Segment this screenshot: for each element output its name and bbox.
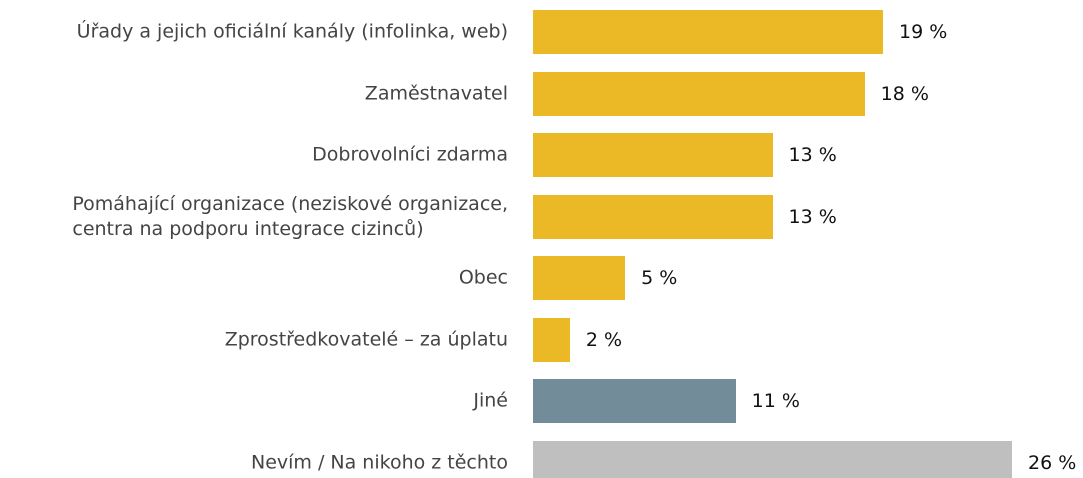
value-label: 11 % bbox=[751, 390, 800, 412]
category-label: Jiné bbox=[473, 389, 508, 412]
value-label: 18 % bbox=[880, 82, 929, 105]
bar bbox=[533, 71, 865, 116]
category-label: Obec bbox=[458, 266, 508, 289]
value-label: 5 % bbox=[641, 267, 678, 289]
category-label: Zprostředkovatelé – za úplatu bbox=[224, 328, 508, 350]
value-label: 19 % bbox=[899, 21, 948, 43]
bar bbox=[533, 256, 626, 300]
value-label: 13 % bbox=[788, 205, 837, 228]
category-label: Úřady a jejich oficiální kanály (infolin… bbox=[76, 20, 508, 43]
value-label: 2 % bbox=[585, 328, 623, 351]
value-label: 26 % bbox=[1028, 451, 1077, 474]
category-label: Pomáhající organizace (neziskové organiz… bbox=[72, 192, 508, 240]
bar bbox=[533, 379, 736, 423]
category-label: Nevím / Na nikoho z těchto bbox=[250, 451, 508, 473]
bar bbox=[533, 440, 1012, 478]
bar bbox=[533, 317, 570, 362]
bar bbox=[533, 133, 773, 177]
bar bbox=[533, 10, 884, 54]
category-label: Dobrovolníci zdarma bbox=[312, 143, 508, 166]
value-label: 13 % bbox=[788, 144, 837, 166]
category-label: Zaměstnavatel bbox=[364, 82, 508, 104]
bar bbox=[533, 194, 773, 239]
